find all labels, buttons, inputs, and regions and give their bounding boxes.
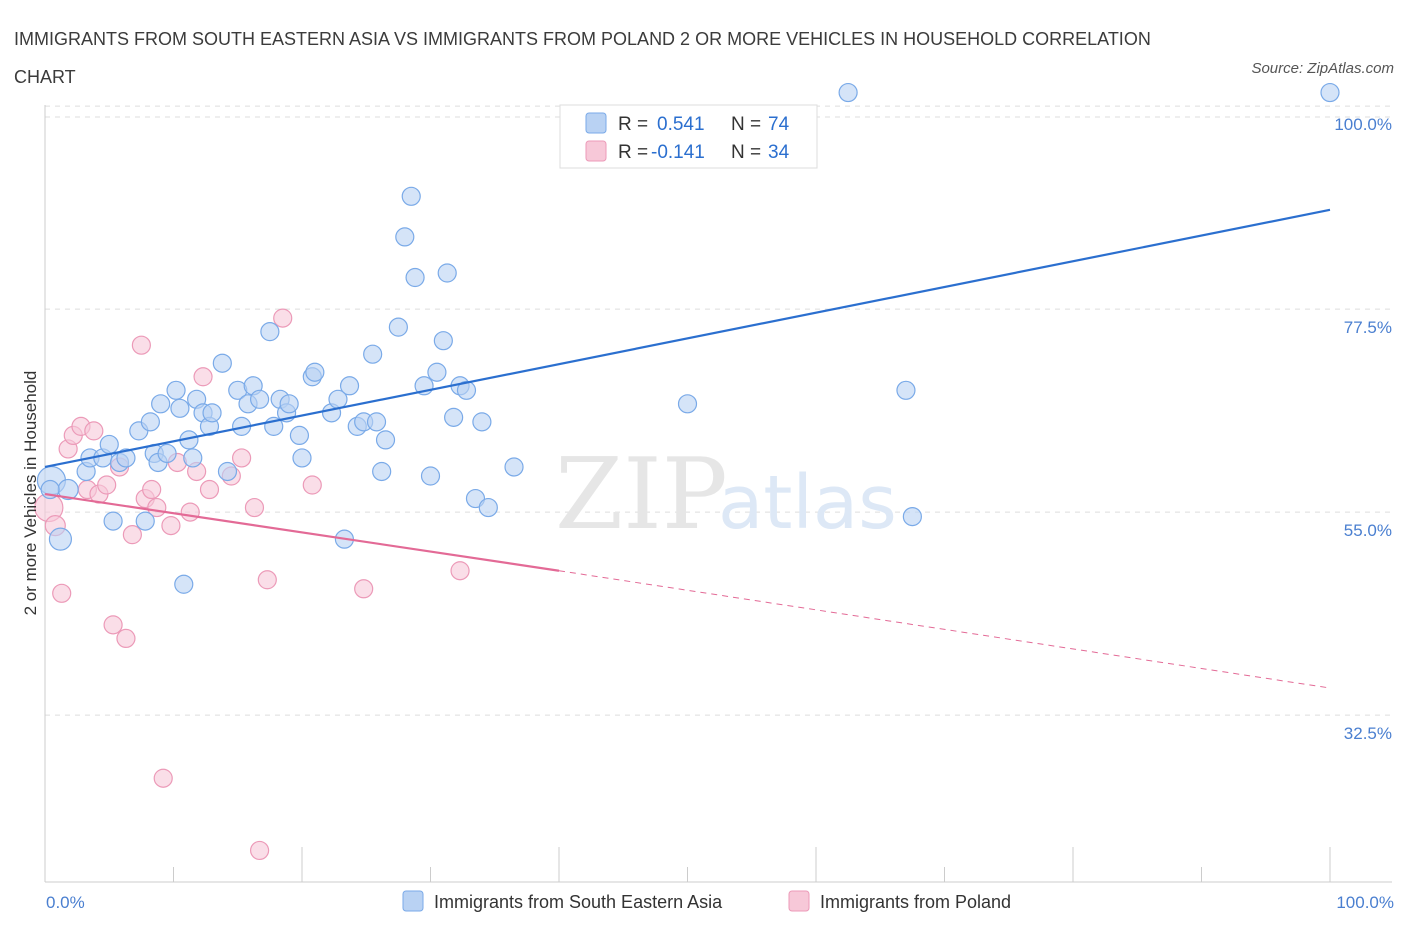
trend-lines [44,208,1331,689]
y-tick-label-0: 32.5% [1344,724,1392,743]
series-legend-label-blue: Immigrants from South Eastern Asia [434,892,723,912]
data-point-blue-71 [902,506,922,527]
data-point-blue-72 [1320,82,1340,103]
data-point-pink-7 [84,421,104,441]
data-point-blue-6 [99,434,119,455]
data-point-blue-66 [478,497,498,518]
data-point-blue-54 [401,186,421,206]
data-point-pink-26 [232,448,252,468]
data-point-blue-63 [456,380,477,400]
data-point-blue-53 [395,227,415,247]
trend-line-pink-extension [558,570,1331,689]
watermark: ZIP atlas [555,438,897,552]
y-tick-label-1: 55.0% [1344,521,1392,540]
data-point-pink-23 [193,367,213,387]
data-point-blue-45 [339,376,360,396]
data-point-pink-10 [103,615,123,635]
data-point-blue-67 [504,457,524,477]
data-point-pink-30 [273,308,293,328]
data-point-blue-57 [420,466,441,486]
data-point-pink-33 [450,561,470,581]
watermark-atlas: atlas [718,460,897,546]
data-point-pink-29 [257,570,277,590]
data-point-pink-24 [199,479,220,500]
data-point-blue-12 [140,412,160,432]
data-point-pink-16 [142,479,162,500]
data-point-pink-12 [116,628,136,649]
data-point-blue-52 [388,317,408,337]
data-point-blue-15 [151,394,171,414]
data-point-blue-41 [305,362,325,382]
data-point-blue-21 [183,448,203,468]
x-tick-label-0: 0.0% [46,893,85,912]
series-legend-swatch-blue [402,890,424,912]
data-point-blue-9 [116,448,136,468]
series-legend-swatch-pink [788,890,810,912]
data-point-blue-19 [174,574,194,594]
data-point-pink-13 [122,525,142,545]
data-point-blue-65 [472,412,492,432]
data-point-blue-61 [444,407,464,427]
data-point-blue-59 [433,331,453,351]
data-point-blue-26 [212,353,232,373]
watermark-zip: ZIP [555,438,728,552]
data-point-blue-16 [157,443,177,464]
data-point-blue-37 [279,394,299,414]
data-point-blue-69 [838,82,858,103]
data-point-blue-48 [363,344,383,364]
legend-n-label-pink: N = [731,142,761,163]
data-point-pink-2 [52,583,72,603]
data-point-pink-31 [302,475,322,495]
legend-r-label-blue: R = [618,114,648,135]
data-point-pink-19 [161,516,181,536]
series-legend: Immigrants from South Eastern Asia Immig… [402,890,1011,912]
data-point-pink-9 [97,475,117,495]
data-point-pink-28 [249,840,270,861]
legend: R = 0.541 N = 74 R = -0.141 N = 34 [559,104,818,169]
legend-n-label-blue: N = [731,114,761,135]
data-point-blue-68 [677,394,698,414]
data-point-blue-33 [260,322,280,342]
data-point-blue-38 [289,425,310,445]
legend-r-label-pink: R = [618,142,648,163]
data-point-blue-27 [217,461,238,482]
legend-r-value-pink: -0.141 [651,142,705,163]
legend-swatch-blue [585,112,607,134]
data-point-blue-50 [375,430,396,450]
data-point-blue-32 [249,389,270,409]
legend-swatch-pink [585,140,607,162]
data-point-pink-18 [153,768,173,788]
legend-r-value-blue: 0.541 [657,114,705,135]
data-point-blue-17 [166,380,186,400]
series-legend-label-pink: Immigrants from Poland [820,892,1011,912]
data-point-blue-60 [437,263,457,283]
data-point-blue-55 [405,267,425,288]
y-tick-label-3: 100.0% [1334,115,1392,134]
data-point-blue-1 [48,527,73,551]
data-point-pink-32 [354,579,374,599]
data-point-blue-70 [896,380,916,400]
tick-labels: 32.5% 55.0% 77.5% 100.0% 0.0% 100.0% [46,115,1394,912]
data-point-pink-27 [244,497,265,518]
legend-n-value-blue: 74 [768,114,790,135]
data-point-blue-25 [202,403,222,423]
x-tick-label-1: 100.0% [1336,893,1394,912]
data-point-blue-18 [170,398,190,418]
data-point-pink-14 [131,335,151,355]
data-point-blue-51 [372,461,392,482]
chart-title: IMMIGRANTS FROM SOUTH EASTERN ASIA VS IM… [14,29,1151,87]
trend-line-pink [44,492,560,572]
y-tick-label-2: 77.5% [1344,318,1392,337]
data-point-blue-7 [103,511,123,531]
y-axis-label: 2 or more Vehicles in Household [21,371,40,616]
data-point-blue-49 [366,412,387,432]
data-point-blue-39 [292,448,312,468]
data-point-blue-11 [135,511,155,531]
source-label: Source: ZipAtlas.com [1251,60,1394,77]
trend-line-blue [44,208,1331,469]
data-point-blue-58 [427,362,447,382]
data-point-pink-21 [180,502,200,522]
legend-n-value-pink: 34 [768,142,790,163]
